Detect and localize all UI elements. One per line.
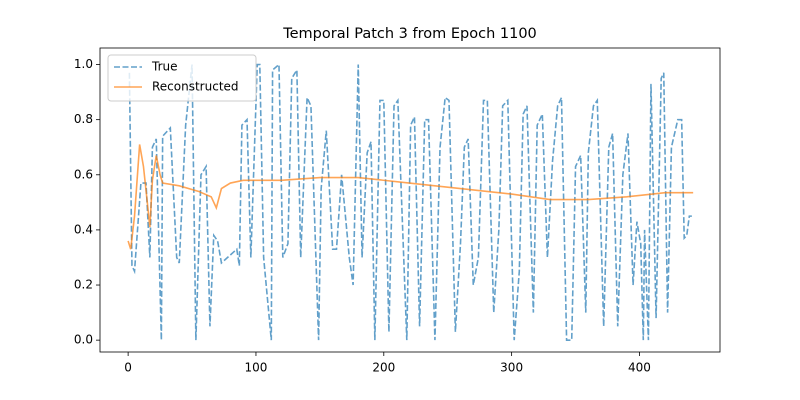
- chart-title: Temporal Patch 3 from Epoch 1100: [282, 26, 537, 42]
- plot-frame: [99, 47, 721, 353]
- y-tick-label: 0.8: [74, 112, 93, 126]
- y-tick-label: 1.0: [74, 57, 93, 71]
- series-line: [127, 144, 694, 250]
- x-tick-label: 100: [245, 361, 268, 375]
- y-tick-label: 0.2: [74, 278, 93, 292]
- legend-box: [107, 54, 257, 102]
- x-tick-label: 0: [124, 361, 132, 375]
- y-tick-label: 0.4: [74, 222, 93, 236]
- y-tick-label: 0.0: [74, 333, 93, 347]
- x-tick-label: 400: [628, 361, 651, 375]
- legend-label: Reconstructed: [152, 80, 239, 94]
- x-tick-label: 300: [500, 361, 523, 375]
- legend-label: True: [151, 60, 178, 74]
- x-tick-label: 200: [372, 361, 395, 375]
- y-tick-label: 0.6: [74, 167, 93, 181]
- series-line: [128, 62, 692, 341]
